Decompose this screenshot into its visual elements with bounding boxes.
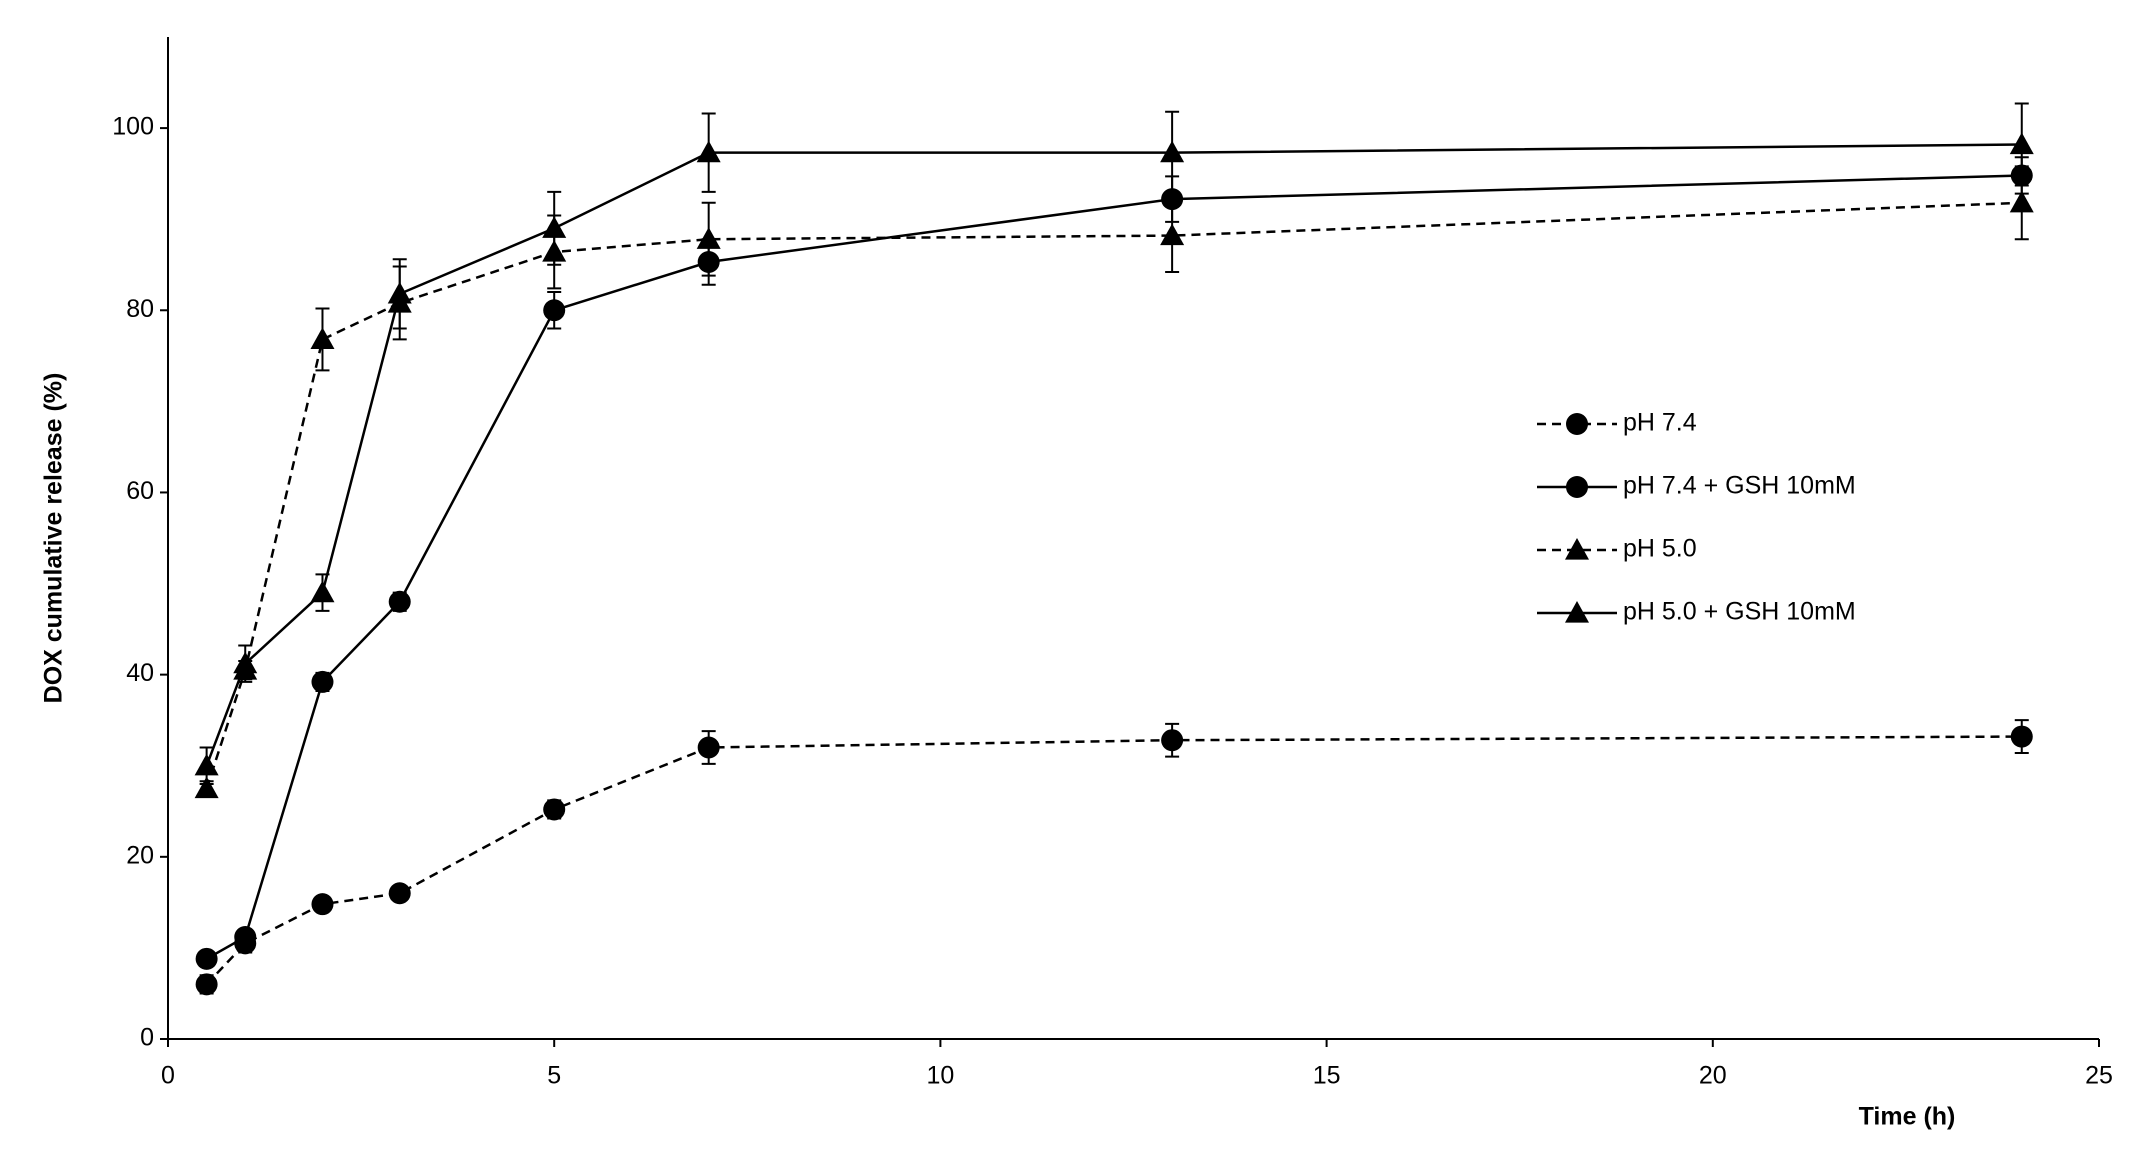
data-point	[195, 947, 218, 970]
data-point	[194, 753, 219, 776]
legend-marker	[1566, 413, 1588, 435]
data-point	[543, 798, 566, 821]
x-tick-label: 10	[926, 1062, 954, 1090]
y-tick-label: 0	[140, 1024, 154, 1052]
data-point	[388, 882, 411, 905]
data-point	[1160, 223, 1185, 246]
data-point	[696, 140, 721, 163]
y-tick-label: 60	[126, 477, 154, 505]
data-point	[311, 670, 334, 693]
y-tick-label: 100	[112, 113, 154, 141]
data-point	[2009, 132, 2034, 155]
legend-label: pH 5.0 + GSH 10mM	[1623, 598, 1856, 626]
legend-label: pH 7.4	[1623, 409, 1697, 437]
x-tick-label: 5	[547, 1062, 561, 1090]
series-line	[205, 143, 2022, 767]
series-line	[205, 201, 2022, 789]
legend-label: pH 5.0	[1623, 535, 1697, 563]
x-tick-label: 15	[1313, 1062, 1341, 1090]
series-line	[205, 735, 2022, 986]
data-point	[195, 973, 218, 996]
data-point	[233, 651, 258, 674]
data-point	[697, 736, 720, 759]
x-tick-label: 25	[2085, 1062, 2113, 1090]
data-point	[1161, 729, 1184, 752]
data-point	[387, 281, 412, 304]
data-point	[234, 925, 257, 948]
legend-marker	[1566, 476, 1588, 498]
data-point	[194, 776, 219, 799]
data-point	[1160, 140, 1185, 163]
data-point	[310, 327, 335, 350]
series-line	[206, 174, 2022, 960]
data-point	[388, 590, 411, 613]
data-point	[543, 299, 566, 322]
data-point	[310, 580, 335, 603]
legend-marker	[1565, 538, 1589, 560]
y-tick-label: 80	[126, 295, 154, 323]
legend-marker	[1565, 601, 1589, 623]
data-point	[2010, 725, 2033, 748]
legend-label: pH 7.4 + GSH 10mM	[1623, 472, 1856, 500]
data-point	[311, 893, 334, 916]
x-tick-label: 20	[1699, 1062, 1727, 1090]
data-point	[542, 216, 567, 238]
x-tick-label: 0	[161, 1062, 175, 1090]
y-tick-label: 40	[126, 659, 154, 687]
y-axis-title: DOX cumulative release (%)	[40, 373, 68, 704]
data-point	[696, 227, 721, 249]
y-tick-label: 20	[126, 841, 154, 869]
x-axis-title: Time (h)	[1859, 1103, 1956, 1131]
data-point	[2009, 190, 2034, 213]
